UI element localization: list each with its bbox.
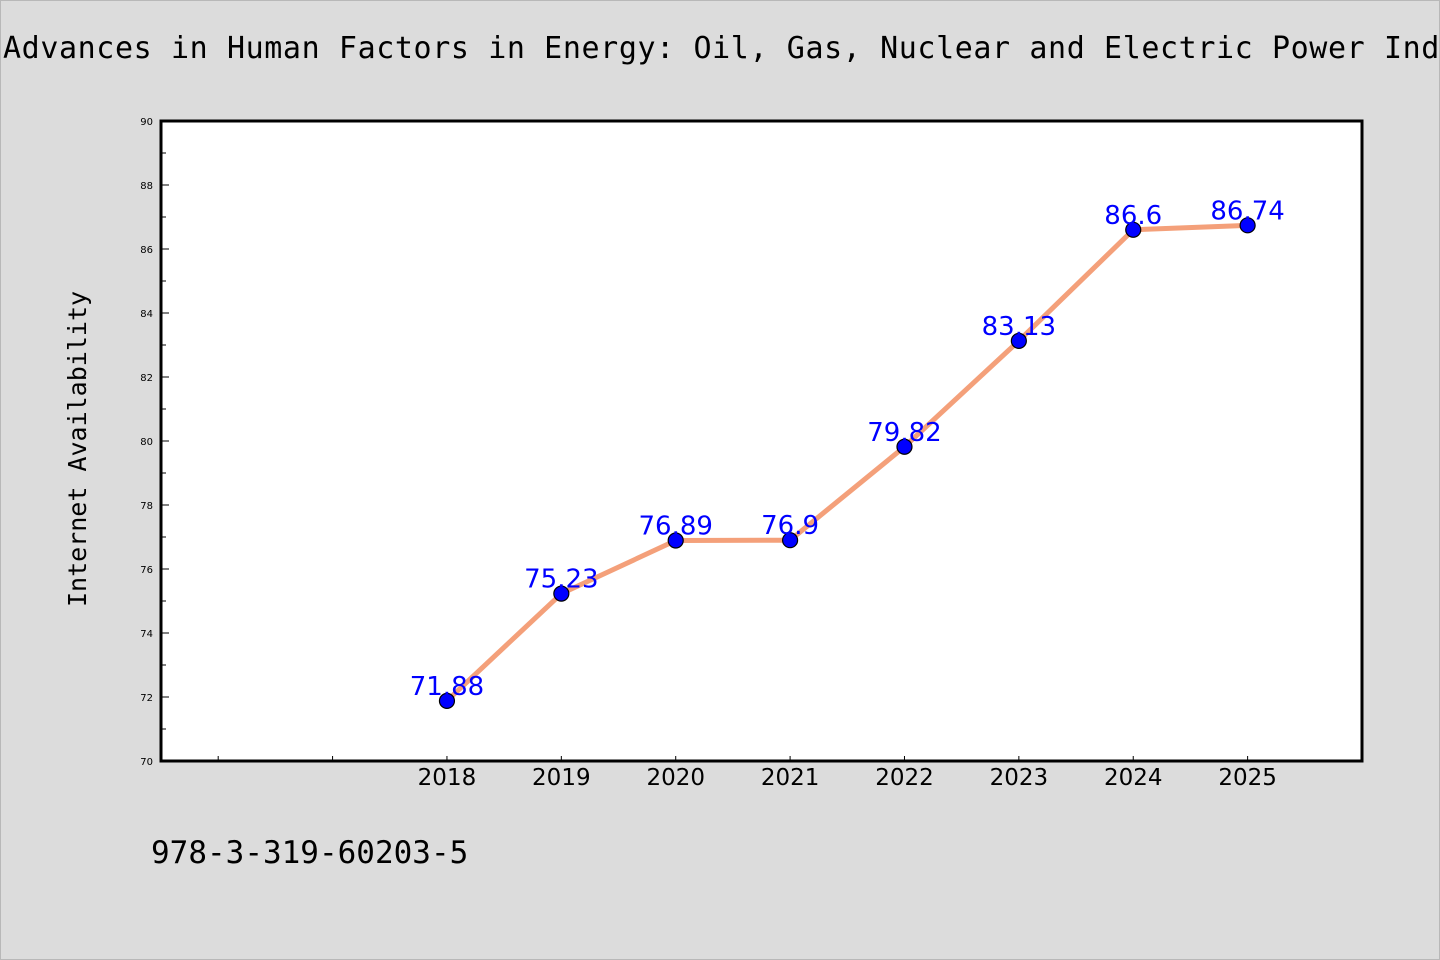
data-point [667,532,684,549]
data-label: 76.9 [761,511,819,541]
x-tick-label: 2024 [1104,765,1163,791]
data-point [781,532,799,549]
x-tick-label: 2022 [875,765,934,791]
x-tick-label: 2018 [418,765,477,791]
data-label: 83.13 [982,312,1056,342]
data-point [896,438,913,455]
y-tick-label: 78 [140,501,153,512]
series-line-group [444,222,1251,704]
x-tick-label: 2025 [1218,765,1277,791]
x-tick-label: 2019 [532,765,591,791]
x-axis: 2018 2019 2020 2021 2022 2023 2024 2025 [217,756,1277,791]
x-tick-label: 2021 [761,765,820,791]
data-label: 79.82 [867,418,941,448]
y-axis-label: Internet Availability [63,291,92,607]
marker-group [438,217,1256,709]
y-tick-label: 72 [140,693,153,704]
data-point [1125,221,1142,238]
series-line [444,222,1251,704]
isbn-text: 978-3-319-60203-5 [151,835,469,871]
data-label: 71.88 [410,672,484,702]
y-tick-label: 80 [140,437,153,448]
data-point [553,585,570,602]
y-axis: 70 72 74 76 78 80 82 84 86 88 90 [140,117,169,768]
x-tick-label: 2020 [646,765,705,791]
data-point [1010,332,1027,349]
data-point [438,692,456,709]
y-tick-label: 70 [140,757,153,768]
data-point [1239,217,1256,234]
y-tick-label: 82 [140,373,153,384]
y-tick-label: 88 [140,181,153,192]
chart-title: Advances in Human Factors in Energy: Oil… [3,31,1440,66]
y-tick-label: 74 [140,629,153,640]
x-tick-label: 2023 [990,765,1049,791]
y-tick-label: 84 [140,309,153,320]
y-tick-label: 90 [140,117,153,128]
y-tick-label: 86 [140,245,153,256]
data-label: 76.89 [638,512,712,542]
y-tick-label: 76 [140,565,153,576]
plot-area [159,119,1364,763]
data-label: 86.6 [1104,201,1162,231]
data-label-group: 71.88 75.23 76.89 76.9 79.82 83.13 86.6 86.74 [410,196,1285,702]
data-label: 86.74 [1210,196,1284,226]
data-label: 75.23 [524,565,598,595]
